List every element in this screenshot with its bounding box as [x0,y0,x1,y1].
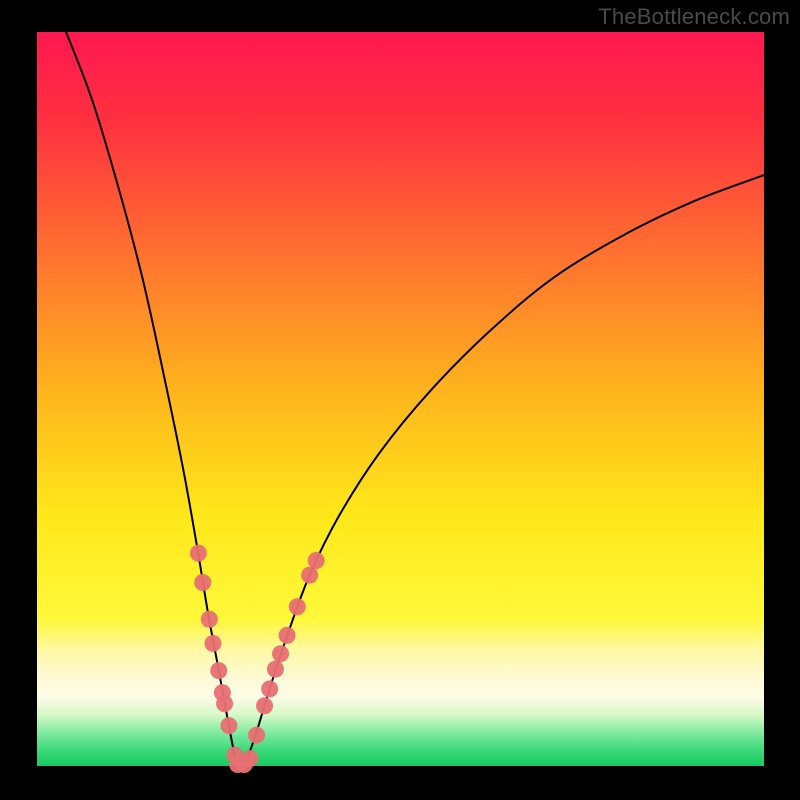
watermark-text: TheBottleneck.com [598,4,790,30]
data-marker [216,695,233,712]
data-marker [190,545,207,562]
data-marker [261,680,278,697]
data-marker [210,662,227,679]
data-marker [248,727,265,744]
data-marker [204,635,221,652]
data-marker [279,627,296,644]
data-marker [201,611,218,628]
plot-background [37,32,764,766]
data-marker [301,567,318,584]
data-marker [194,574,211,591]
bottleneck-chart [0,0,800,800]
data-marker [308,552,325,569]
data-marker [256,697,273,714]
data-marker [289,598,306,615]
data-marker [220,717,237,734]
data-marker [267,661,284,678]
data-marker [242,750,259,767]
data-marker [272,645,289,662]
